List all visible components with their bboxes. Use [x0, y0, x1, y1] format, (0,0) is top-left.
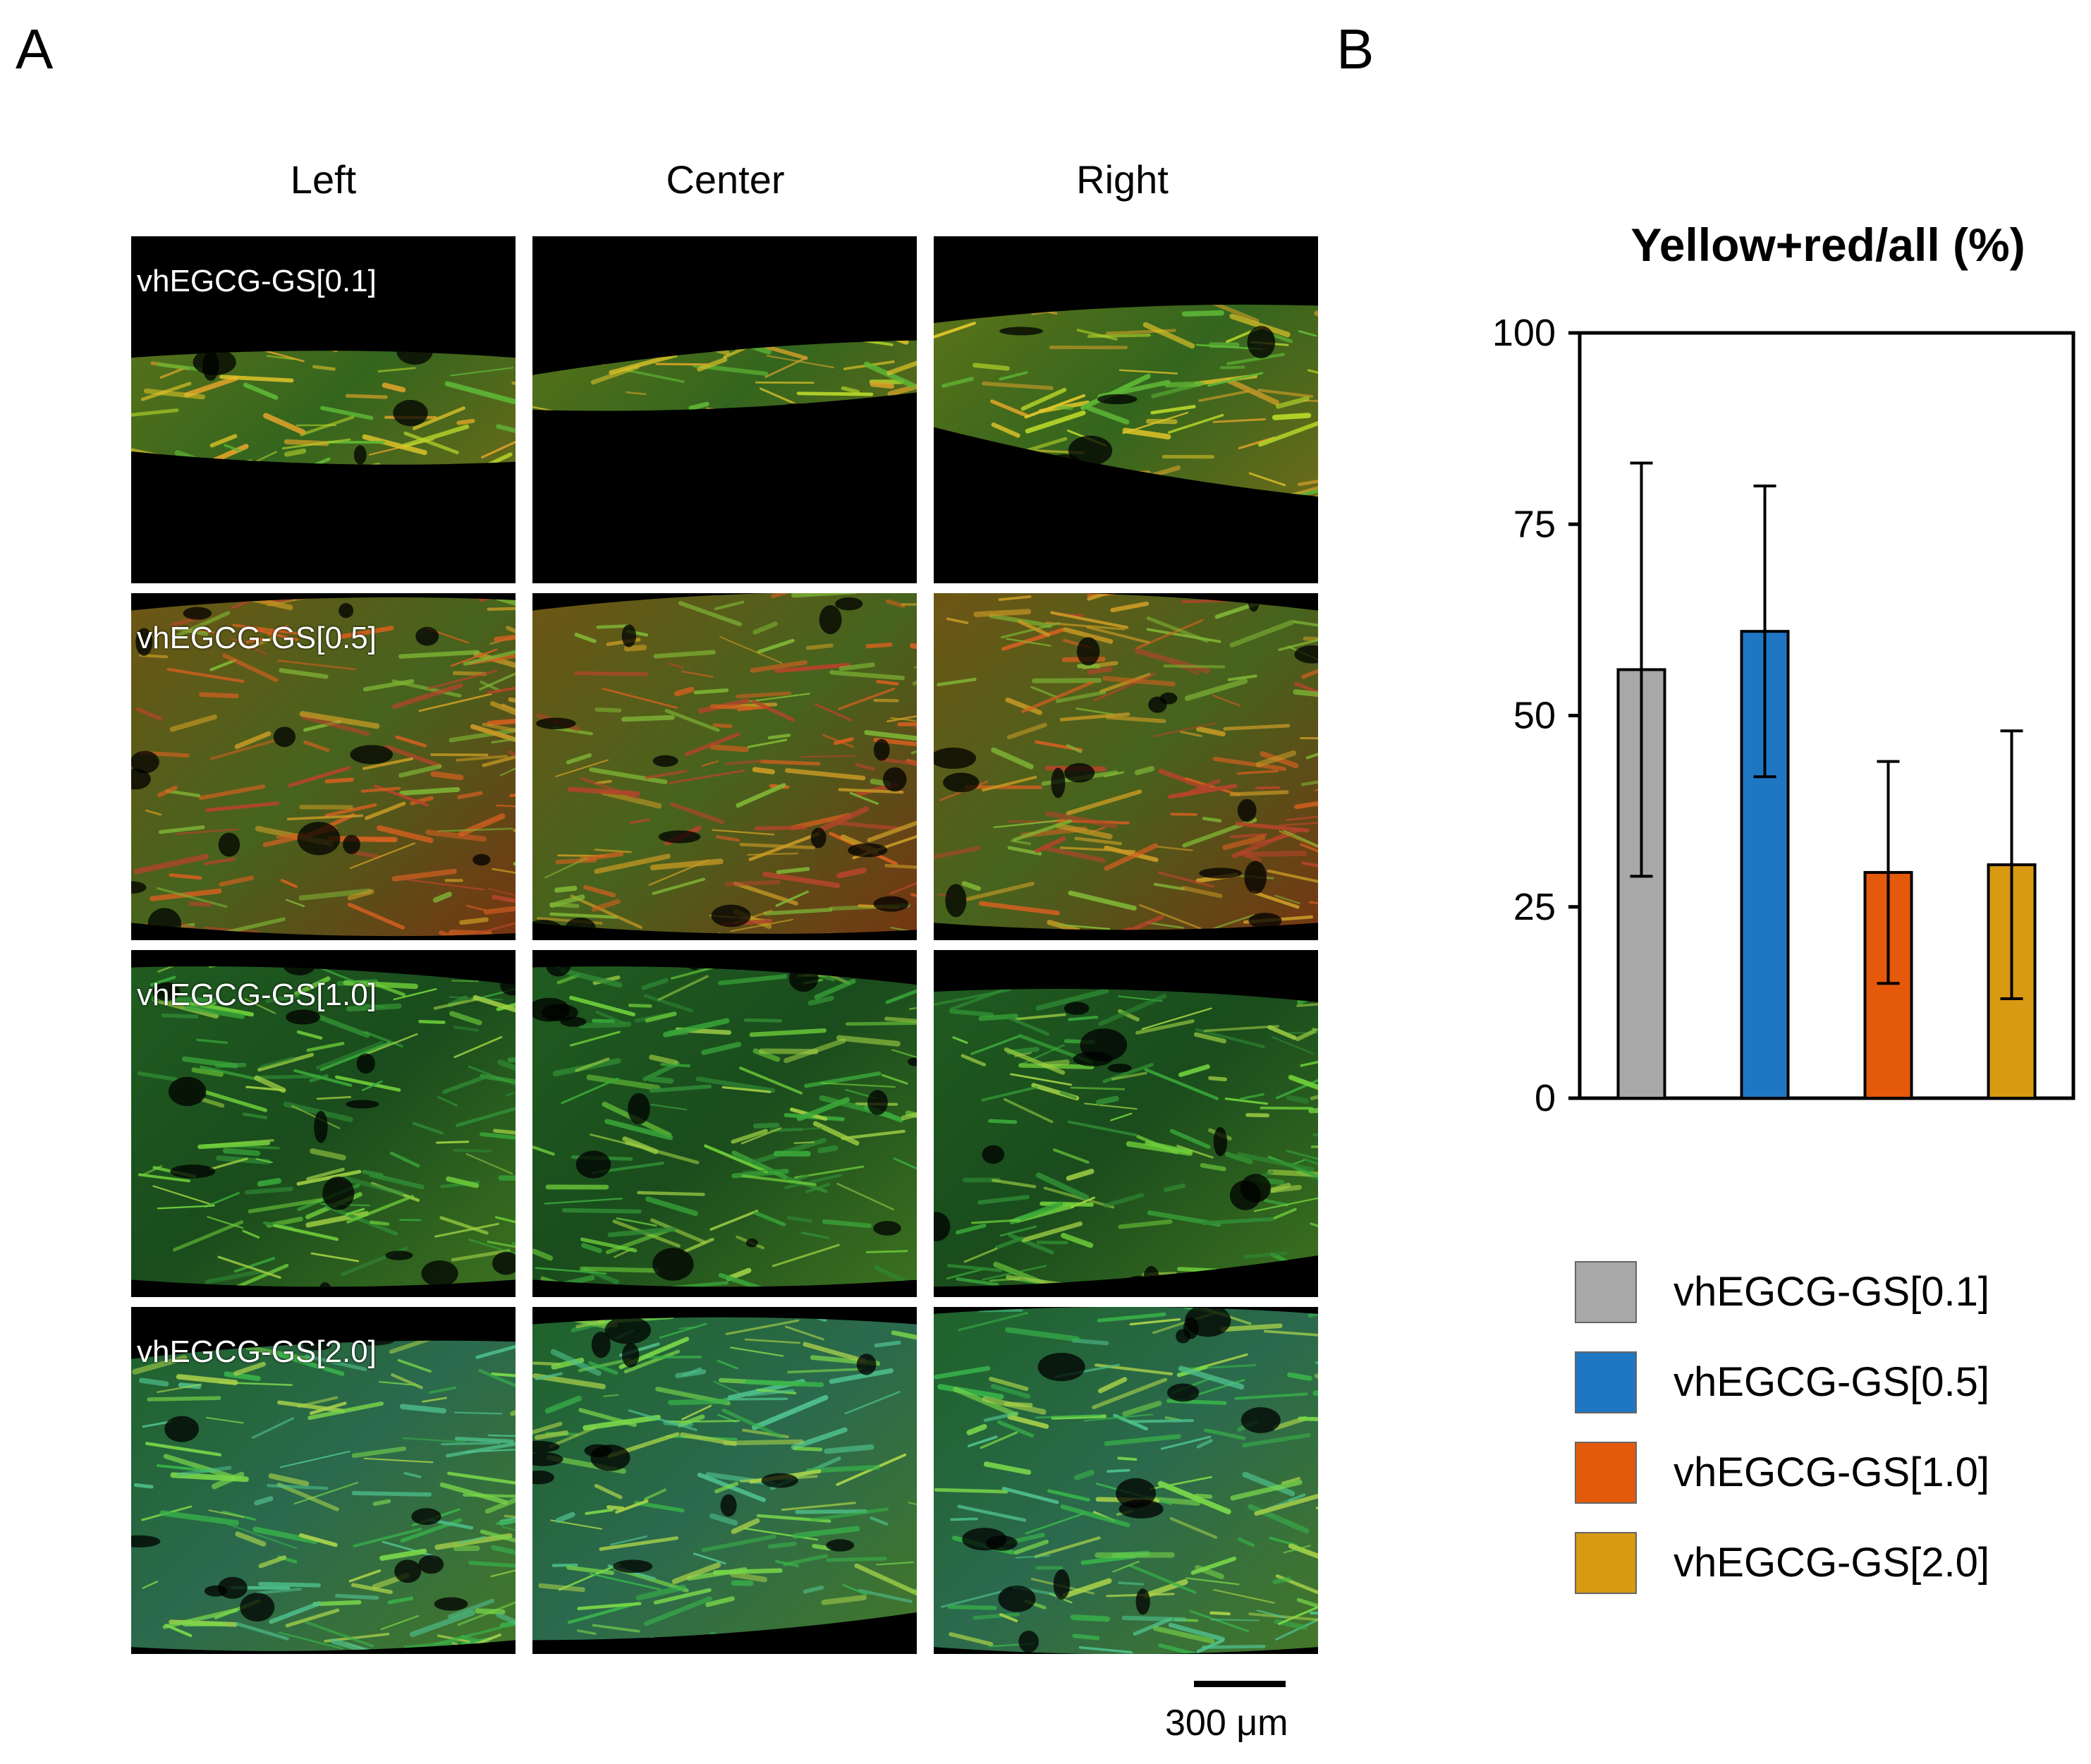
panel-letter-a: A	[16, 18, 54, 80]
y-tick-label: 100	[1492, 312, 1556, 354]
legend-item: vhEGCG-GS[2.0]	[1575, 1532, 2068, 1595]
micrograph-tile: vhEGCG-GS[0.1]	[131, 236, 516, 583]
y-tick-label: 25	[1513, 886, 1556, 928]
micrograph-image	[532, 1317, 917, 1641]
column-header-left: Left	[290, 157, 357, 202]
micrograph-image	[934, 989, 1318, 1287]
legend-label: vhEGCG-GS[2.0]	[1674, 1540, 1990, 1586]
y-tick-label: 50	[1513, 695, 1556, 737]
micrograph-image	[131, 1340, 516, 1651]
panel-letter-b: B	[1336, 18, 1374, 80]
bar-chart: Yellow+red/all (%) 0 25 50 75 100	[1492, 219, 2075, 1119]
micrograph-tile: vhEGCG-GS[2.0]	[131, 1307, 516, 1654]
legend-swatch	[1575, 1442, 1637, 1504]
micrograph-image	[131, 597, 516, 937]
micrograph-image	[934, 593, 1318, 930]
legend-label: vhEGCG-GS[0.1]	[1674, 1269, 1990, 1315]
legend-swatch	[1575, 1351, 1637, 1413]
legend-item: vhEGCG-GS[0.5]	[1575, 1351, 2068, 1415]
column-header-right: Right	[1076, 157, 1169, 202]
legend-swatch	[1575, 1261, 1637, 1323]
y-tick-label: 75	[1513, 503, 1556, 545]
legend-item: vhEGCG-GS[0.1]	[1575, 1261, 2068, 1325]
row-label: vhEGCG-GS[0.1]	[137, 264, 377, 298]
micrograph-tile	[532, 1307, 917, 1654]
bar	[1740, 630, 1790, 1100]
micrograph-image	[131, 351, 516, 465]
micrograph-image	[532, 340, 917, 411]
micrograph-image	[532, 593, 917, 934]
micrograph-tile	[934, 236, 1318, 583]
row-label: vhEGCG-GS[1.0]	[137, 978, 377, 1012]
micrograph-image	[532, 966, 917, 1287]
chart-title: Yellow+red/all (%)	[1630, 219, 2025, 271]
legend-item: vhEGCG-GS[1.0]	[1575, 1442, 2068, 1505]
micrograph-image	[934, 304, 1318, 497]
micrograph-image	[131, 966, 516, 1287]
row-label: vhEGCG-GS[0.5]	[137, 621, 377, 655]
row-label: vhEGCG-GS[2.0]	[137, 1334, 377, 1369]
legend-swatch	[1575, 1532, 1637, 1594]
micrograph-tile: vhEGCG-GS[0.5]	[131, 593, 516, 940]
scale-bar-label: 300 μm	[1165, 1703, 1288, 1744]
legend-label: vhEGCG-GS[0.5]	[1674, 1359, 1990, 1405]
micrograph-image	[934, 1307, 1318, 1654]
micrograph-tile	[934, 593, 1318, 940]
micrograph-tile	[934, 950, 1318, 1297]
micrograph-tile	[532, 950, 917, 1297]
column-header-center: Center	[666, 157, 785, 202]
micrograph-tile	[532, 593, 917, 940]
scale-bar	[1194, 1681, 1286, 1687]
micrograph-tile	[532, 236, 917, 583]
micrograph-tile: vhEGCG-GS[1.0]	[131, 950, 516, 1297]
y-tick-label: 0	[1535, 1077, 1556, 1119]
micrograph-grid: vhEGCG-GS[0.1] vhEGCG-GS[0.5] vhEGCG-GS[1.…	[131, 236, 1318, 1654]
micrograph-tile	[934, 1307, 1318, 1654]
legend-label: vhEGCG-GS[1.0]	[1674, 1449, 1990, 1495]
